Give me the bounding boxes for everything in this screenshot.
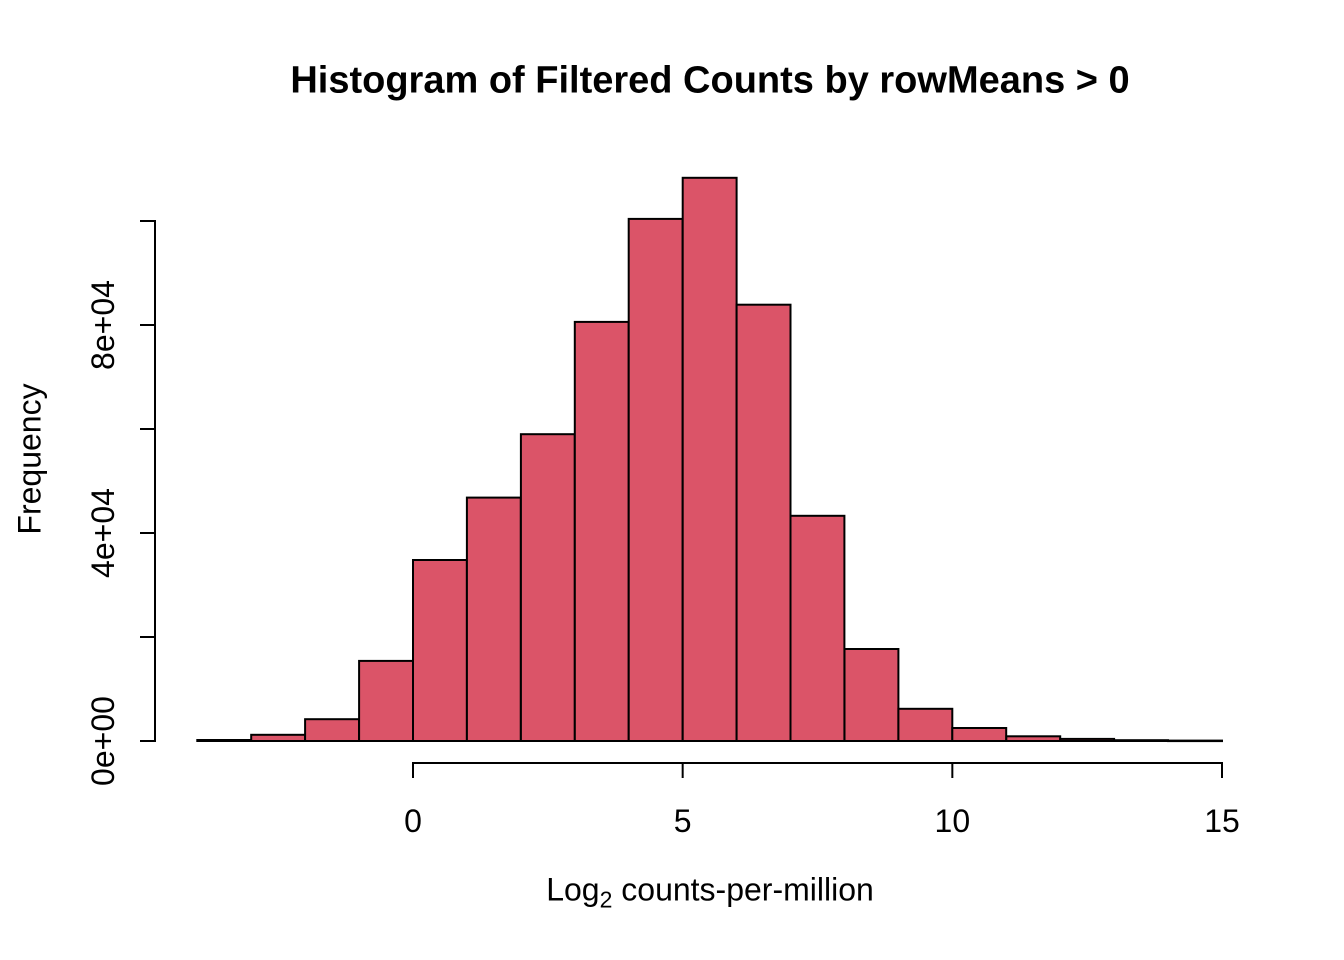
histogram-bar — [519, 433, 576, 742]
histogram-bar — [465, 496, 522, 742]
histogram-bar — [1167, 739, 1223, 743]
histogram-bar — [897, 707, 954, 742]
x-tick-label: 15 — [1204, 803, 1240, 839]
histogram-bar — [681, 176, 738, 743]
histogram-bar — [843, 648, 900, 742]
histogram-bar — [1113, 739, 1169, 743]
histogram-bar — [412, 559, 468, 742]
x-tick-label: 0 — [404, 803, 422, 839]
histogram-bar — [951, 727, 1008, 742]
y-tick-label: 4e+04 — [85, 488, 121, 578]
histogram-bar — [250, 733, 307, 742]
histogram-bar — [573, 320, 630, 742]
y-tick-label: 0e+00 — [85, 696, 121, 786]
histogram-bar — [358, 659, 415, 743]
histogram-bar — [627, 217, 684, 742]
histogram-bar — [735, 303, 792, 742]
x-axis-title-prefix: Log — [546, 871, 600, 908]
y-tick-label: 8e+04 — [85, 280, 121, 370]
x-axis-title: Log2 counts-per-million — [546, 871, 874, 913]
chart-title: Histogram of Filtered Counts by rowMeans… — [290, 59, 1130, 102]
histogram-bar — [196, 739, 253, 742]
histogram-bar — [1059, 737, 1116, 743]
x-axis-title-subscript: 2 — [599, 886, 613, 913]
x-tick-label: 10 — [935, 803, 971, 839]
histogram-bar — [789, 514, 846, 742]
histogram-bar — [1005, 735, 1062, 742]
histogram-bar — [304, 718, 361, 743]
x-axis-title-suffix: counts-per-million — [612, 871, 874, 908]
y-axis-title: Frequency — [11, 383, 48, 535]
x-tick-label: 5 — [674, 803, 692, 839]
